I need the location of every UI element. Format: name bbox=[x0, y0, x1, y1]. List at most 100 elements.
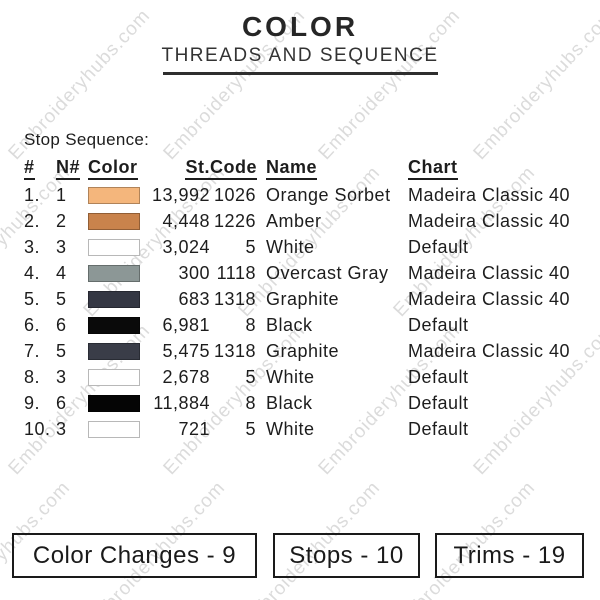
thread-code: 8 bbox=[245, 392, 256, 413]
row-number: 10. bbox=[24, 418, 51, 439]
thread-chart: Default bbox=[408, 366, 469, 387]
trims-label: Trims - 19 bbox=[453, 541, 566, 569]
column-header-code: Code bbox=[210, 157, 257, 180]
thread-name: White bbox=[266, 366, 315, 387]
table-row: 6. 6 6,981 8 Black Default bbox=[24, 312, 594, 338]
color-changes-label: Color Changes - 9 bbox=[32, 541, 237, 569]
thread-code: 1226 bbox=[213, 210, 256, 231]
row-number: 5. bbox=[24, 288, 41, 309]
color-swatch bbox=[88, 186, 140, 204]
stitch-count: 11,884 bbox=[153, 392, 210, 413]
color-swatch bbox=[88, 368, 140, 386]
page-title: COLOR bbox=[241, 11, 359, 42]
row-number: 4. bbox=[24, 262, 41, 283]
needle-number: 3 bbox=[56, 366, 67, 387]
color-swatch bbox=[88, 420, 140, 438]
stitch-count: 5,475 bbox=[162, 340, 210, 361]
needle-number: 6 bbox=[56, 392, 67, 413]
column-header-name: Name bbox=[256, 157, 398, 180]
needle-number: 1 bbox=[56, 184, 67, 205]
thread-name: Amber bbox=[266, 210, 322, 231]
thread-chart: Madeira Classic 40 bbox=[408, 262, 571, 283]
needle-number: 2 bbox=[56, 210, 67, 231]
thread-chart: Madeira Classic 40 bbox=[408, 210, 571, 231]
needle-number: 3 bbox=[56, 418, 67, 439]
table-row: 3. 3 3,024 5 White Default bbox=[24, 234, 594, 260]
stitch-count: 300 bbox=[178, 262, 210, 283]
thread-chart: Madeira Classic 40 bbox=[408, 184, 571, 205]
thread-chart: Default bbox=[408, 418, 469, 439]
thread-code: 1118 bbox=[216, 262, 256, 283]
needle-number: 5 bbox=[56, 288, 67, 309]
table-row: 1. 1 13,992 1026 Orange Sorbet Madeira C… bbox=[24, 182, 594, 208]
table-row: 9. 6 11,884 8 Black Default bbox=[24, 390, 594, 416]
thread-name: Black bbox=[266, 314, 313, 335]
row-number: 3. bbox=[24, 236, 41, 257]
thread-name: Graphite bbox=[266, 340, 340, 361]
row-number: 7. bbox=[24, 340, 41, 361]
thread-chart: Default bbox=[408, 236, 469, 257]
thread-code: 5 bbox=[245, 366, 256, 387]
color-swatch bbox=[88, 290, 140, 308]
needle-number: 4 bbox=[56, 262, 67, 283]
thread-code: 8 bbox=[245, 314, 256, 335]
page-subtitle: THREADS AND SEQUENCE bbox=[161, 45, 439, 66]
column-header-number: # bbox=[24, 157, 56, 180]
thread-name: Orange Sorbet bbox=[266, 184, 391, 205]
color-swatch bbox=[88, 342, 140, 360]
needle-number: 3 bbox=[56, 236, 67, 257]
thread-name: White bbox=[266, 236, 315, 257]
needle-number: 6 bbox=[56, 314, 67, 335]
table-row: 5. 5 683 1318 Graphite Madeira Classic 4… bbox=[24, 286, 594, 312]
thread-name: White bbox=[266, 418, 315, 439]
thread-name: Overcast Gray bbox=[266, 262, 389, 283]
color-swatch bbox=[88, 394, 140, 412]
stop-sequence-label: Stop Sequence: bbox=[24, 130, 150, 149]
column-header-stitches: St. bbox=[144, 157, 210, 180]
stitch-count: 721 bbox=[178, 418, 210, 439]
table-row: 2. 2 4,448 1226 Amber Madeira Classic 40 bbox=[24, 208, 594, 234]
color-changes-box: Color Changes - 9 bbox=[12, 533, 257, 578]
table-row: 7. 5 5,475 1318 Graphite Madeira Classic… bbox=[24, 338, 594, 364]
thread-code: 1318 bbox=[213, 340, 256, 361]
row-number: 8. bbox=[24, 366, 41, 387]
thread-chart: Madeira Classic 40 bbox=[408, 288, 571, 309]
stitch-count: 3,024 bbox=[162, 236, 210, 257]
color-swatch bbox=[88, 238, 140, 256]
thread-name: Black bbox=[266, 392, 313, 413]
needle-number: 5 bbox=[56, 340, 67, 361]
subtitle-underline bbox=[162, 72, 438, 75]
stitch-count: 2,678 bbox=[162, 366, 210, 387]
color-swatch bbox=[88, 264, 140, 282]
document-header: COLOR THREADS AND SEQUENCE bbox=[0, 13, 600, 75]
thread-name: Graphite bbox=[266, 288, 340, 309]
thread-code: 5 bbox=[245, 418, 256, 439]
table-row: 4. 4 300 1118 Overcast Gray Madeira Clas… bbox=[24, 260, 594, 286]
thread-code: 1026 bbox=[213, 184, 256, 205]
trims-box: Trims - 19 bbox=[435, 533, 584, 578]
column-header-chart: Chart bbox=[398, 157, 594, 180]
color-swatch bbox=[88, 316, 140, 334]
table-row: 10. 3 721 5 White Default bbox=[24, 416, 594, 442]
table-header-row: # N# Color St. Code Name Chart bbox=[24, 155, 594, 182]
stops-label: Stops - 10 bbox=[289, 541, 404, 569]
thread-code: 5 bbox=[245, 236, 256, 257]
row-number: 6. bbox=[24, 314, 41, 335]
stops-box: Stops - 10 bbox=[273, 533, 420, 578]
stitch-count: 6,981 bbox=[162, 314, 210, 335]
stitch-count: 13,992 bbox=[151, 184, 210, 205]
row-number: 9. bbox=[24, 392, 41, 413]
row-number: 2. bbox=[24, 210, 41, 231]
stitch-count: 683 bbox=[178, 288, 210, 309]
thread-sequence-table: # N# Color St. Code Name Chart 1. 1 13,9… bbox=[24, 155, 594, 442]
row-number: 1. bbox=[24, 184, 41, 205]
column-header-needle: N# bbox=[56, 157, 88, 180]
color-swatch bbox=[88, 212, 140, 230]
column-header-color: Color bbox=[88, 157, 144, 180]
stitch-count: 4,448 bbox=[162, 210, 210, 231]
thread-chart: Default bbox=[408, 392, 469, 413]
thread-chart: Madeira Classic 40 bbox=[408, 340, 571, 361]
thread-chart: Default bbox=[408, 314, 469, 335]
thread-code: 1318 bbox=[213, 288, 256, 309]
